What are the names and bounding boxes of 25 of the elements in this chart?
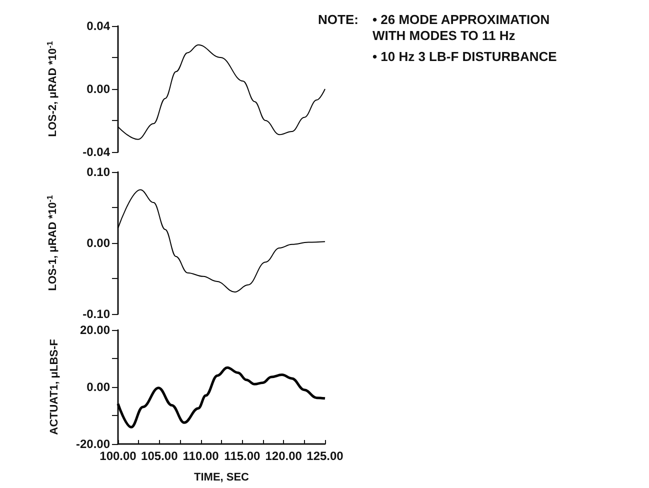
x-axis-title: TIME, SEC	[194, 472, 250, 484]
line-series	[118, 189, 326, 292]
y-axis-title: ACTUAT1, μLBS-F	[48, 338, 60, 435]
y-axis-title: LOS-1, μRAD *10-1	[46, 194, 59, 291]
annotation: NOTE:	[318, 12, 358, 29]
line-series	[118, 44, 326, 140]
y-tick-label: 0.00	[86, 380, 110, 394]
text: • 26 MODE APPROXIMATION WITH MODES TO 11 Hz	[372, 12, 551, 44]
text: • 10 Hz 3 LB-F DISTURBANCE	[372, 49, 558, 65]
x-tick-label: 125.00	[306, 449, 344, 463]
line-series	[116, 366, 326, 428]
y-axis-title: LOS-2, μRAD *10-1	[46, 40, 59, 137]
y-tick-label: 0.00	[86, 236, 110, 250]
x-tick-label: 105.00	[141, 449, 178, 463]
x-tick-label: 120.00	[265, 449, 302, 463]
y-tick-label: 0.00	[86, 82, 110, 96]
x-tick-label: 115.00	[224, 449, 261, 463]
y-tick-label: -20.00	[76, 437, 110, 451]
y-tick-label: -0.04	[82, 145, 110, 159]
y-tick-label: 0.04	[86, 19, 110, 33]
x-tick-label: 110.00	[182, 449, 220, 463]
y-tick-label: -0.10	[82, 307, 110, 321]
y-tick-label: 20.00	[80, 323, 110, 337]
x-tick-label: 100.00	[100, 449, 137, 463]
y-tick-label: 0.10	[86, 165, 110, 179]
